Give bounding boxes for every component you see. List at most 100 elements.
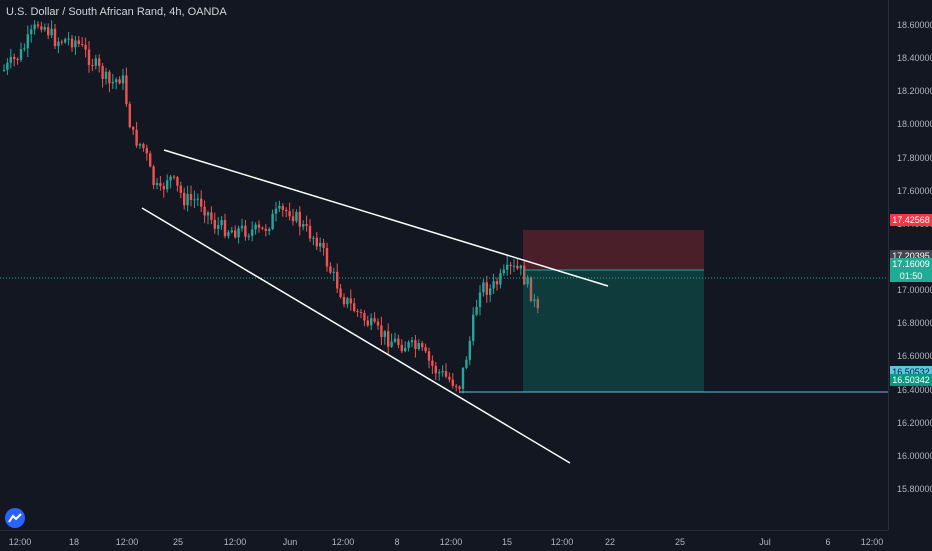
entry-price-label[interactable]: 17.16009: [890, 257, 932, 270]
bullish-candle: [271, 213, 274, 229]
bullish-candle: [30, 29, 33, 35]
bullish-candle: [217, 225, 220, 229]
bullish-candle: [50, 28, 53, 36]
bearish-candle: [339, 288, 342, 298]
bearish-candle: [261, 227, 264, 229]
bearish-candle: [495, 281, 499, 285]
bearish-candle: [81, 43, 84, 45]
bearish-candle: [77, 40, 80, 44]
bullish-candle: [104, 71, 108, 79]
bullish-candle: [502, 269, 505, 274]
bearish-candle: [536, 299, 539, 309]
bearish-candle: [359, 312, 363, 314]
bullish-candle: [220, 220, 223, 226]
price-tick: 16.40000: [897, 384, 932, 395]
bearish-candle: [516, 265, 519, 269]
take-profit-price-label[interactable]: 16.50342: [890, 374, 932, 387]
bearish-candle: [353, 303, 356, 312]
time-tick: Jun: [282, 537, 298, 547]
bullish-candle: [475, 306, 478, 315]
bearish-candle: [213, 219, 216, 229]
upper-trendline[interactable]: [163, 149, 609, 287]
bullish-candle: [186, 193, 189, 206]
bearish-candle: [322, 242, 325, 248]
bullish-candle: [346, 298, 349, 305]
bearish-candle: [189, 193, 193, 200]
bearish-candle: [451, 379, 454, 386]
bearish-candle: [13, 56, 16, 60]
take-profit-zone[interactable]: [523, 270, 704, 392]
price-tick: 16.60000: [897, 351, 932, 362]
time-tick: 12:00: [439, 537, 463, 547]
bearish-candle: [234, 230, 237, 238]
bullish-candle: [410, 340, 414, 343]
stop-loss-zone[interactable]: [523, 230, 704, 270]
bearish-candle: [162, 186, 165, 190]
bearish-candle: [448, 376, 451, 380]
bullish-candle: [407, 342, 410, 348]
bearish-candle: [223, 220, 227, 237]
bearish-candle: [431, 360, 434, 366]
bullish-candle: [19, 49, 23, 60]
bearish-candle: [125, 75, 128, 104]
bearish-candle: [91, 64, 94, 66]
bullish-candle: [57, 41, 60, 47]
bearish-candle: [132, 127, 135, 130]
bullish-candle: [278, 205, 281, 209]
bullish-candle: [155, 183, 159, 185]
bullish-candle: [193, 199, 196, 201]
lower-trendline[interactable]: [141, 207, 571, 464]
bearish-candle: [40, 26, 43, 30]
price-tick: 16.20000: [897, 417, 932, 428]
bullish-candle: [230, 230, 233, 233]
time-tick: Jul: [759, 537, 771, 547]
chart-plot-area[interactable]: [0, 0, 888, 530]
bullish-candle: [404, 347, 407, 352]
bearish-candle: [376, 321, 380, 326]
bearish-candle: [523, 265, 526, 285]
price-tick: 18.40000: [897, 53, 932, 64]
bearish-candle: [366, 320, 369, 326]
bearish-candle: [176, 177, 179, 186]
bearish-candle: [60, 41, 63, 43]
bullish-candle: [64, 39, 67, 43]
price-tick: 18.60000: [897, 20, 932, 30]
time-tick: 12:00: [550, 537, 574, 547]
time-tick: 12:00: [8, 537, 32, 547]
bearish-candle: [458, 386, 461, 389]
tradingview-logo-icon[interactable]: [5, 508, 25, 528]
bearish-candle: [53, 28, 57, 47]
time-tick: 6: [825, 537, 831, 547]
bullish-candle: [383, 331, 386, 337]
price-tick: 18.00000: [897, 119, 932, 130]
time-tick: 15: [501, 537, 513, 547]
bearish-candle: [434, 365, 437, 374]
bearish-candle: [298, 211, 301, 227]
bullish-candle: [393, 338, 397, 342]
price-tick: 17.00000: [897, 285, 932, 296]
bearish-candle: [149, 153, 152, 167]
bearish-candle: [210, 212, 213, 220]
stop-loss-price-label[interactable]: 17.42568: [890, 213, 932, 226]
bearish-candle: [101, 66, 104, 79]
bullish-candle: [23, 48, 26, 50]
price-scale[interactable]: 18.60000 18.40000 18.20000 18.00000 17.80000…: [888, 0, 932, 530]
time-tick: 12:00: [223, 537, 247, 547]
price-tick: 17.60000: [897, 185, 932, 196]
bullish-candle: [478, 292, 482, 307]
time-axis[interactable]: 12:00 18 12:00 25 12:00 Jun 12:00 8 12:00 15 12:00…: [0, 530, 888, 551]
bearish-candle: [400, 344, 403, 352]
bearish-candle: [349, 298, 352, 304]
countdown-label[interactable]: 01:50: [890, 270, 932, 283]
bearish-candle: [281, 205, 284, 210]
bullish-candle: [417, 343, 420, 349]
bearish-candle: [47, 27, 50, 36]
bearish-candle: [424, 347, 427, 352]
bearish-candle: [257, 224, 261, 228]
bearish-candle: [421, 343, 424, 348]
bullish-candle: [438, 372, 441, 374]
bearish-candle: [336, 271, 339, 289]
symbol-title[interactable]: U.S. Dollar / South African Rand, 4h, OA…: [6, 6, 227, 18]
time-tick: 22: [604, 537, 616, 547]
bearish-candle: [200, 198, 203, 207]
